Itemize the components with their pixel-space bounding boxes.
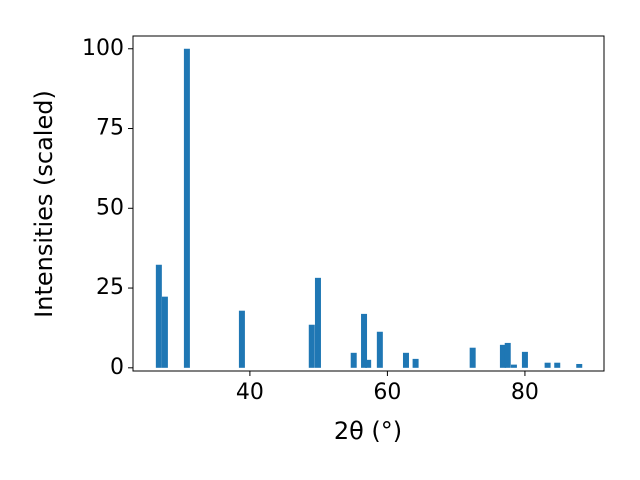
bar (412, 358, 419, 368)
bar (504, 342, 511, 368)
bar (469, 347, 476, 368)
bar (183, 48, 190, 368)
bar (554, 362, 561, 368)
bar (544, 362, 551, 368)
bar (238, 310, 245, 368)
bar (308, 324, 315, 368)
bar (314, 277, 321, 368)
bar (376, 331, 383, 368)
x-tick-label: 40 (236, 380, 264, 405)
bar (161, 296, 168, 368)
bar (576, 363, 583, 368)
bar (499, 344, 506, 368)
y-tick-label: 75 (96, 116, 124, 141)
y-tick-label: 50 (96, 195, 124, 220)
y-axis-label: Intensities (scaled) (30, 90, 58, 318)
axes-frame (132, 35, 605, 372)
bar (350, 352, 357, 368)
bar (521, 351, 528, 368)
y-tick-label: 100 (82, 36, 124, 61)
bar (155, 264, 162, 368)
x-axis-label: 2θ (°) (334, 417, 402, 445)
y-tick-label: 25 (96, 275, 124, 300)
bar (361, 313, 368, 368)
bar (510, 364, 517, 368)
x-tick-label: 80 (511, 380, 539, 405)
x-tick-label: 60 (373, 380, 401, 405)
bar (365, 359, 372, 368)
y-tick-label: 0 (110, 355, 124, 380)
bar (402, 352, 409, 368)
